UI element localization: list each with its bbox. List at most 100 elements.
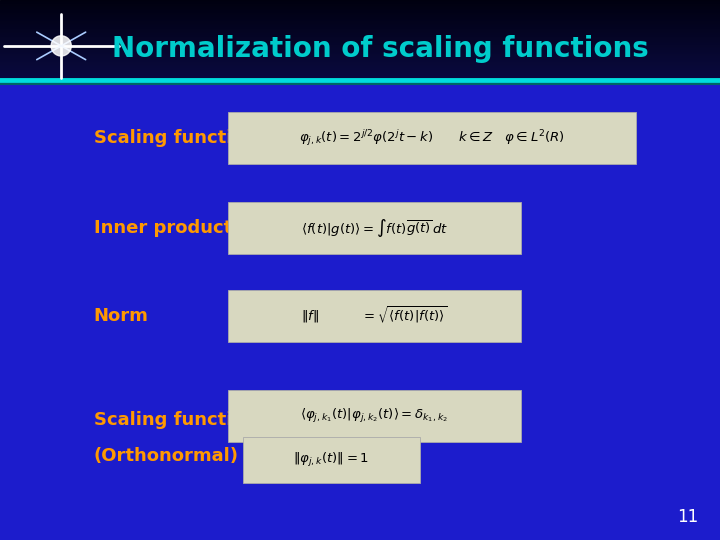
Bar [0, 8, 720, 9]
Bar [0, 63, 720, 64]
Bar [0, 81, 720, 82]
Bar [0, 65, 720, 66]
Bar [0, 30, 720, 31]
Bar [0, 59, 720, 60]
Bar [0, 73, 720, 74]
Text: $\|f\|\qquad\quad\; = \sqrt{\langle f(t)|f(t)\rangle}$: $\|f\|\qquad\quad\; = \sqrt{\langle f(t)… [301, 305, 448, 327]
Ellipse shape [51, 36, 71, 56]
Bar [0, 47, 720, 48]
Bar [0, 77, 720, 78]
Bar [0, 35, 720, 36]
Bar [0, 4, 720, 5]
Bar [0, 70, 720, 71]
Bar [0, 58, 720, 59]
Bar [0, 78, 720, 79]
Bar [0, 33, 720, 34]
FancyBboxPatch shape [228, 390, 521, 442]
Bar [0, 20, 720, 21]
Bar [0, 82, 720, 83]
Bar [0, 57, 720, 58]
Bar [0, 48, 720, 49]
Bar [0, 1, 720, 2]
Text: (Orthonormal): (Orthonormal) [94, 447, 238, 465]
Bar [0, 24, 720, 25]
Bar [0, 32, 720, 33]
Bar [0, 80, 720, 81]
Bar [0, 69, 720, 70]
Bar [0, 21, 720, 22]
Bar [0, 56, 720, 57]
Bar [0, 6, 720, 7]
Bar [0, 15, 720, 16]
Bar [0, 0, 720, 1]
Bar [0, 40, 720, 41]
Text: Normalization of scaling functions: Normalization of scaling functions [112, 35, 648, 63]
Bar [0, 72, 720, 73]
Bar [0, 28, 720, 29]
Bar [0, 42, 720, 43]
Bar [0, 29, 720, 30]
Bar [0, 45, 720, 46]
Bar [0, 53, 720, 55]
FancyBboxPatch shape [228, 290, 521, 342]
Bar [0, 17, 720, 18]
Text: Scaling functions: Scaling functions [94, 411, 268, 429]
Bar [0, 5, 720, 6]
FancyBboxPatch shape [228, 112, 636, 164]
Bar [0, 49, 720, 50]
Bar [0, 18, 720, 19]
Bar [0, 46, 720, 47]
FancyBboxPatch shape [243, 437, 420, 483]
Bar [0, 84, 720, 540]
Bar [0, 10, 720, 11]
Bar [0, 19, 720, 20]
Text: Inner product: Inner product [94, 219, 232, 237]
Text: 11: 11 [677, 509, 698, 526]
Bar [0, 44, 720, 45]
Text: Norm: Norm [94, 307, 148, 325]
Bar [0, 51, 720, 52]
Bar [0, 39, 720, 40]
Text: $\langle f(t)|g(t)\rangle = \int f(t)\overline{g(t)}\,dt$: $\langle f(t)|g(t)\rangle = \int f(t)\ov… [301, 217, 448, 239]
Bar [0, 22, 720, 23]
Bar [0, 11, 720, 12]
Bar [0, 41, 720, 42]
Bar [0, 27, 720, 28]
Bar [0, 62, 720, 63]
Bar [0, 7, 720, 8]
Bar [0, 71, 720, 72]
Bar [0, 52, 720, 53]
Bar [0, 79, 720, 80]
Bar [0, 74, 720, 75]
Bar [0, 76, 720, 77]
Text: $\langle\varphi_{j,k_1}(t)|\varphi_{j,k_2}(t)\rangle = \delta_{k_1,k_2}$: $\langle\varphi_{j,k_1}(t)|\varphi_{j,k_… [300, 407, 449, 425]
Bar [0, 66, 720, 67]
Bar [0, 16, 720, 17]
Bar [0, 43, 720, 44]
Bar [0, 3, 720, 4]
Bar [0, 2, 720, 3]
Bar [0, 38, 720, 39]
Bar [0, 83, 720, 84]
Bar [0, 25, 720, 26]
Bar [0, 26, 720, 27]
Bar [0, 75, 720, 76]
Bar [0, 36, 720, 37]
Bar [0, 60, 720, 62]
Text: $\|\varphi_{j,k}(t)\| = 1$: $\|\varphi_{j,k}(t)\| = 1$ [293, 451, 369, 469]
Bar [0, 55, 720, 56]
Text: $\varphi_{j,k}(t) = 2^{j/2}\varphi(2^{j}t-k)\qquad k\in Z\quad \varphi\in L^2(R): $\varphi_{j,k}(t) = 2^{j/2}\varphi(2^{j}… [299, 128, 565, 147]
Bar [0, 12, 720, 14]
Bar [0, 37, 720, 38]
Bar [0, 68, 720, 69]
Bar [0, 23, 720, 24]
Bar [0, 64, 720, 65]
Bar [0, 34, 720, 35]
FancyBboxPatch shape [228, 202, 521, 254]
Text: Scaling function: Scaling function [94, 129, 257, 147]
Bar [0, 31, 720, 32]
Bar [0, 67, 720, 68]
Bar [0, 50, 720, 51]
Bar [0, 9, 720, 10]
Bar [0, 14, 720, 15]
